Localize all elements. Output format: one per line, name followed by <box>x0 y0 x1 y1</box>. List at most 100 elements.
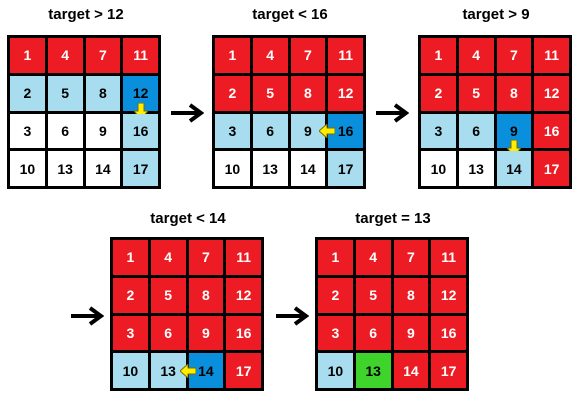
grid-cell: 3 <box>318 315 353 351</box>
grid-cell: 17 <box>226 353 261 388</box>
cell-value: 3 <box>126 324 135 341</box>
grid-cell: 7 <box>393 240 429 275</box>
step-4-title: target < 14 <box>150 210 226 227</box>
grid-cell: 6 <box>458 113 494 149</box>
grid-cell: 6 <box>355 315 391 351</box>
step-4-grid: 1 4 7 11 2 5 8 12 3 6 9 16 10 13 14 17 <box>110 237 264 391</box>
cell-value: 1 <box>434 47 443 64</box>
grid-cell: 11 <box>431 240 466 275</box>
grid-cell: 5 <box>252 75 288 111</box>
cell-value: 12 <box>337 85 354 102</box>
cell-value: 1 <box>331 249 340 266</box>
cell-value: 13 <box>57 160 73 177</box>
grid-cell: 14 <box>85 151 121 186</box>
grid-cell: 11 <box>534 38 569 73</box>
step-1-grid: 1 4 7 11 2 5 8 12 3 6 9 16 10 13 14 17 <box>7 35 161 189</box>
grid-cell: 16 <box>534 113 569 149</box>
cell-value: 16 <box>440 324 457 341</box>
flow-arrow-right-icon <box>171 103 204 123</box>
cell-value: 9 <box>303 122 312 139</box>
cell-value: 11 <box>236 249 252 266</box>
grid-cell: 10 <box>421 151 456 186</box>
grid-cell: 1 <box>10 38 45 73</box>
grid-cell: 10 <box>10 151 45 186</box>
cell-value: 5 <box>164 287 173 304</box>
grid-cell: 8 <box>496 75 532 111</box>
grid-cell: 2 <box>113 277 148 313</box>
grid-cell: 8 <box>290 75 326 111</box>
grid-cell: 1 <box>215 38 250 73</box>
grid-cell: 5 <box>47 75 83 111</box>
grid-cell: 8 <box>393 277 429 313</box>
cell-value: 4 <box>472 47 481 64</box>
cell-value: 6 <box>369 324 378 341</box>
cell-value: 17 <box>132 160 149 177</box>
cell-value: 3 <box>23 122 32 139</box>
cell-value: 5 <box>369 287 378 304</box>
cell-value: 17 <box>235 362 252 379</box>
cell-value: 10 <box>122 362 139 379</box>
grid-cell: 7 <box>188 240 224 275</box>
grid-cell: 10 <box>215 151 250 186</box>
step-1-title: target > 12 <box>48 6 124 23</box>
grid-cell: 3 <box>113 315 148 351</box>
cell-value: 8 <box>303 85 312 102</box>
grid-cell: 7 <box>496 38 532 73</box>
grid-cell: 12 <box>328 75 363 111</box>
grid-cell: 2 <box>318 277 353 313</box>
cell-value: 10 <box>327 362 344 379</box>
cell-value: 11 <box>441 249 457 266</box>
cell-value: 1 <box>23 47 32 64</box>
grid-cell: 3 <box>421 113 456 149</box>
grid-cell: 12 <box>123 75 158 119</box>
cell-value: 7 <box>303 47 312 64</box>
grid-cell: 17 <box>534 151 569 186</box>
cell-value: 12 <box>543 85 560 102</box>
cell-value: 4 <box>61 47 70 64</box>
grid-cell: 13 <box>458 151 494 186</box>
grid-cell: 1 <box>421 38 456 73</box>
cell-value: 13 <box>262 160 278 177</box>
cell-value: 9 <box>98 122 107 139</box>
grid-cell: 2 <box>215 75 250 111</box>
step-2-grid: 1 4 7 11 2 5 8 12 3 6 9 16 10 13 14 17 <box>212 35 366 189</box>
cell-value: 2 <box>434 85 443 102</box>
cell-value: 2 <box>331 287 340 304</box>
cell-value: 7 <box>509 47 518 64</box>
cell-value: 9 <box>406 324 415 341</box>
grid-cell: 4 <box>47 38 83 73</box>
cell-value: 2 <box>126 287 135 304</box>
step-3-title: target > 9 <box>462 6 530 23</box>
grid-cell: 12 <box>226 277 261 313</box>
flow-arrow-right-icon <box>276 306 309 326</box>
cell-value: 14 <box>95 160 111 177</box>
cell-value: 16 <box>132 122 149 139</box>
grid-cell: 16 <box>226 315 261 351</box>
grid-cell: 4 <box>355 240 391 275</box>
flow-arrow-right-icon <box>71 306 104 326</box>
grid-cell: 2 <box>421 75 456 111</box>
cell-value: 6 <box>266 122 275 139</box>
grid-cell: 14 <box>496 151 532 186</box>
cell-value: 6 <box>472 122 481 139</box>
cell-value: 11 <box>133 47 149 64</box>
grid-cell: 1 <box>113 240 148 275</box>
grid-cell: 9 <box>188 315 224 351</box>
cell-value: 11 <box>338 47 354 64</box>
cell-value: 17 <box>337 160 354 177</box>
cell-value: 14 <box>300 160 316 177</box>
cell-value: 4 <box>164 249 173 266</box>
grid-cell: 9 <box>393 315 429 351</box>
grid-cell: 4 <box>150 240 186 275</box>
grid-cell: 3 <box>10 113 45 149</box>
grid-cell: 1 <box>318 240 353 275</box>
cell-value: 13 <box>365 362 381 379</box>
cell-value: 14 <box>403 362 419 379</box>
grid-cell: 4 <box>458 38 494 73</box>
flow-arrow-right-icon <box>376 103 409 123</box>
grid-cell: 16 <box>319 113 363 149</box>
grid-cell: 17 <box>123 151 158 186</box>
cell-value: 1 <box>126 249 135 266</box>
grid-cell: 12 <box>534 75 569 111</box>
cell-value: 8 <box>509 85 518 102</box>
